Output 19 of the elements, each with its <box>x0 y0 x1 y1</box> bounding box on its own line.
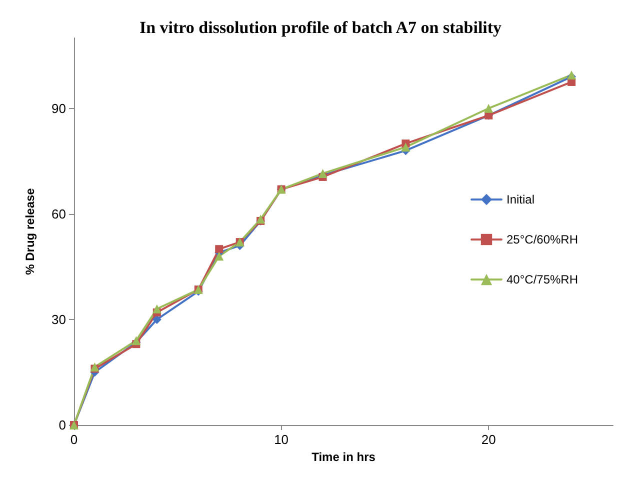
point <box>214 252 224 261</box>
y-tick-label: 90 <box>52 100 66 116</box>
chart-title: In vitro dissolution profile of batch A7 on stability <box>139 18 502 37</box>
point <box>484 104 494 113</box>
legend-label: 40°C/75%RH <box>506 272 578 286</box>
x-tick-label: 20 <box>481 432 496 447</box>
point <box>90 362 100 372</box>
point <box>215 245 224 254</box>
x-axis-title: Time in hrs <box>312 450 376 464</box>
x-tick-label: 10 <box>274 432 289 447</box>
y-tick-label: 60 <box>52 206 66 222</box>
legend-label: 25°C/60%RH <box>506 232 578 246</box>
y-axis-title: % Drug release <box>23 188 37 275</box>
legend-label: Initial <box>506 192 535 206</box>
point <box>401 142 410 152</box>
point <box>152 304 162 314</box>
y-tick-label: 30 <box>52 312 66 327</box>
y-tick-label: 0 <box>58 418 66 432</box>
x-tick-label: 0 <box>70 432 78 447</box>
